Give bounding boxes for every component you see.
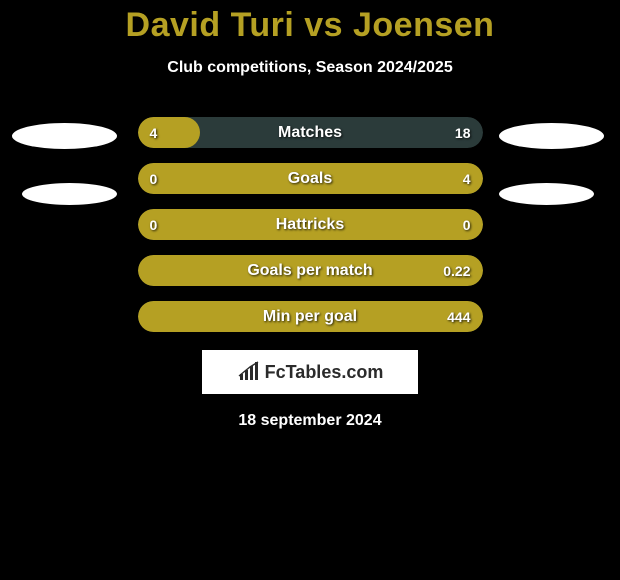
left-player-badges bbox=[12, 117, 122, 205]
bar-fill bbox=[138, 163, 483, 194]
bars-icon bbox=[237, 360, 261, 384]
brand-logo: FcTables.com bbox=[202, 350, 418, 394]
stat-bar: 04Goals bbox=[138, 163, 483, 194]
bar-fill bbox=[138, 301, 483, 332]
stats-area: 418Matches 04Goals 00Hattricks 0.22Goals pe… bbox=[0, 117, 620, 332]
bar-fill-left bbox=[138, 117, 200, 148]
stat-bars: 418Matches 04Goals 00Hattricks 0.22Goals pe… bbox=[138, 117, 483, 332]
stat-bar: 00Hattricks bbox=[138, 209, 483, 240]
page-title: David Turi vs Joensen bbox=[0, 6, 620, 45]
left-badge-placeholder bbox=[12, 123, 117, 149]
comparison-infographic: David Turi vs Joensen Club competitions,… bbox=[0, 0, 620, 430]
date-text: 18 september 2024 bbox=[0, 412, 620, 430]
right-badge-placeholder bbox=[499, 183, 594, 205]
bar-fill bbox=[138, 255, 483, 286]
bar-fill bbox=[138, 209, 483, 240]
stat-bar: 444Min per goal bbox=[138, 301, 483, 332]
brand-text: FcTables.com bbox=[265, 362, 384, 383]
right-player-badges bbox=[499, 117, 609, 205]
right-badge-placeholder bbox=[499, 123, 604, 149]
subtitle: Club competitions, Season 2024/2025 bbox=[0, 59, 620, 77]
stat-bar: 418Matches bbox=[138, 117, 483, 148]
left-badge-placeholder bbox=[22, 183, 117, 205]
stat-bar: 0.22Goals per match bbox=[138, 255, 483, 286]
